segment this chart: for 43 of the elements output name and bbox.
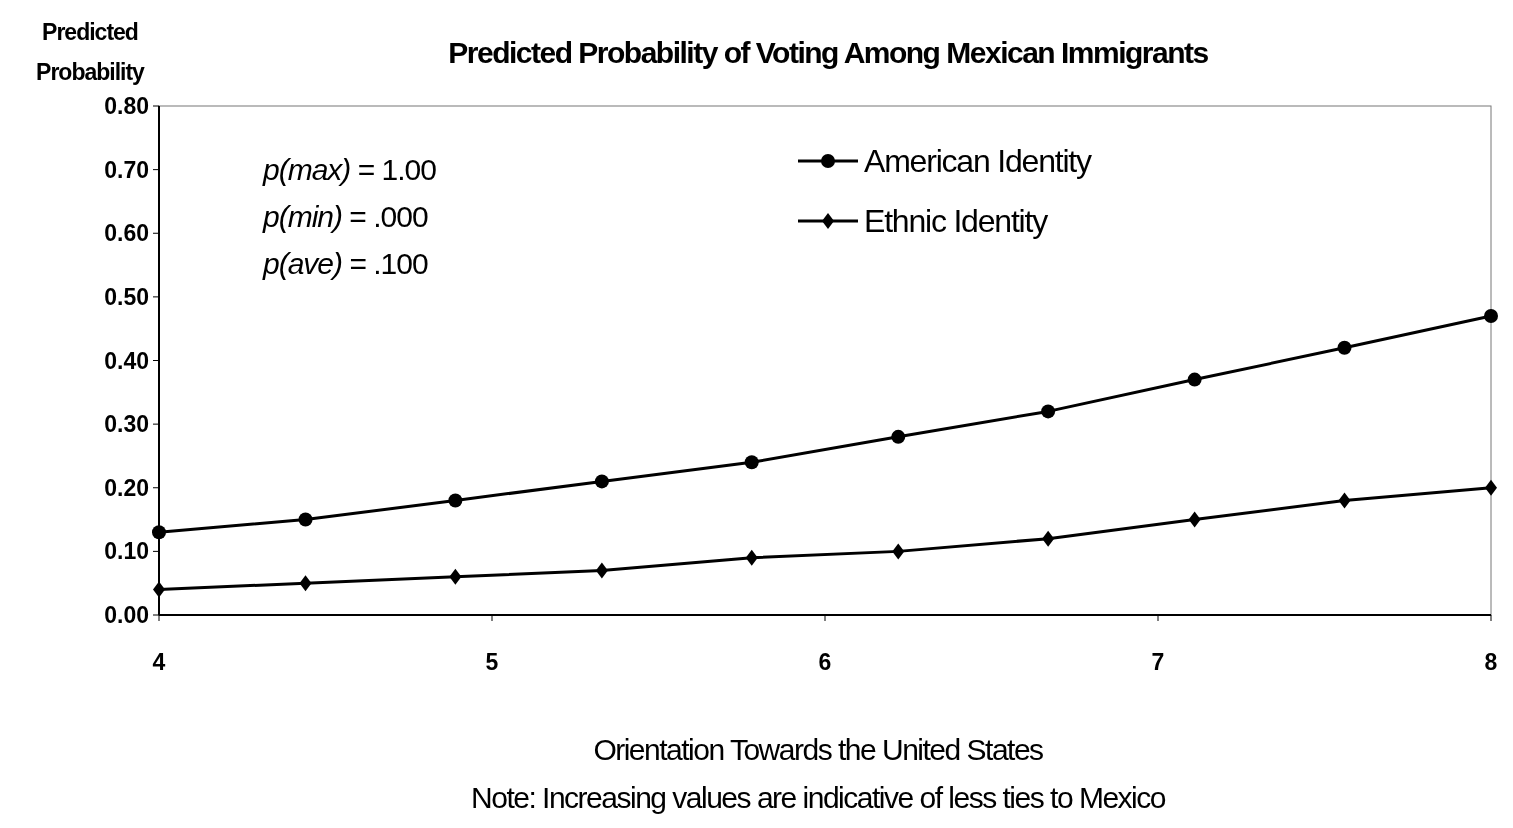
point [1485,479,1497,496]
x-tick-label: 7 [1151,649,1165,675]
point [892,543,905,560]
point [594,474,609,489]
point [891,429,906,444]
point [595,562,608,579]
point [449,568,462,585]
point [1188,511,1201,528]
point [1338,492,1351,509]
point [153,581,165,598]
point [299,575,312,592]
annotation: p(ave) = .100 [262,247,428,280]
x-tick-label: 8 [1484,649,1498,675]
point [1042,530,1055,547]
point [1484,308,1498,323]
x-tick-label: 5 [485,649,499,675]
y-tick-label: 0.30 [104,411,149,438]
y-tick-label: 0.20 [104,474,149,501]
point [1187,372,1202,387]
annotation: p(max) = 1.00 [262,153,437,186]
y-tick-label: 0.50 [104,283,149,310]
point [745,549,758,566]
point [1337,340,1352,355]
x-tick-label: 6 [818,649,832,675]
x-tick-label: 4 [152,649,166,675]
point [744,455,759,470]
annotation: p(min) = .000 [262,200,428,233]
y-tick-label: 0.00 [104,602,149,628]
y-tick-label: 0.10 [104,538,149,565]
legend-label: American Identity [864,143,1093,179]
y-tick-label: 0.70 [104,156,149,183]
y-tick-label: 0.40 [104,347,149,374]
x-axis-title: Orientation Towards the United States [593,733,1044,766]
y-tick-label: 0.80 [104,93,149,119]
point [448,493,463,508]
point [152,525,166,540]
y-axis-title: Predicted Probability [36,19,146,85]
legend-label: Ethnic Identity [864,203,1049,239]
point [298,512,313,527]
chart-title: Predicted Probability of Voting Among Mexican Immigrants [448,36,1209,69]
point [1041,404,1056,419]
text: Note: Increasing values are indicative of less ties to Mexico [471,781,1166,814]
y-tick-label: 0.60 [104,220,149,247]
